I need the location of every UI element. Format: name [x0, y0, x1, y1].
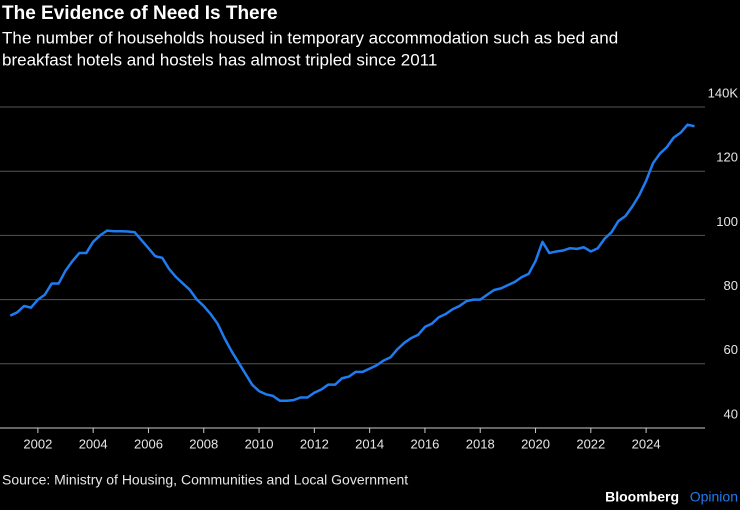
chart-subtitle: The number of households housed in tempo… — [2, 28, 618, 47]
chart-title: The Evidence of Need Is There — [2, 3, 278, 24]
x-tick-label: 2014 — [355, 436, 384, 451]
x-tick-label: 2020 — [521, 436, 550, 451]
y-tick-label: 40 — [724, 406, 738, 421]
data-line — [9, 123, 695, 402]
x-tick-label: 2006 — [134, 436, 163, 451]
y-tick-label: 100 — [716, 214, 738, 229]
source-note: Source: Ministry of Housing, Communities… — [2, 472, 408, 488]
x-tick-label: 2016 — [410, 436, 439, 451]
y-tick-label: 140K — [708, 85, 739, 100]
x-tick-label: 2022 — [576, 436, 605, 451]
chart-subtitle: breakfast hotels and hostels has almost … — [2, 50, 437, 69]
x-tick-label: 2002 — [23, 436, 52, 451]
y-tick-label: 60 — [724, 342, 738, 357]
x-tick-label: 2024 — [632, 436, 661, 451]
brand-accent: Opinion — [690, 489, 738, 505]
x-tick-label: 2018 — [466, 436, 495, 451]
x-tick-label: 2010 — [245, 436, 274, 451]
x-tick-label: 2008 — [189, 436, 218, 451]
x-tick-label: 2004 — [79, 436, 108, 451]
y-tick-label: 120 — [716, 150, 738, 165]
x-tick-label: 2012 — [300, 436, 329, 451]
brand: Bloomberg — [605, 489, 679, 505]
y-tick-label: 80 — [724, 278, 738, 293]
